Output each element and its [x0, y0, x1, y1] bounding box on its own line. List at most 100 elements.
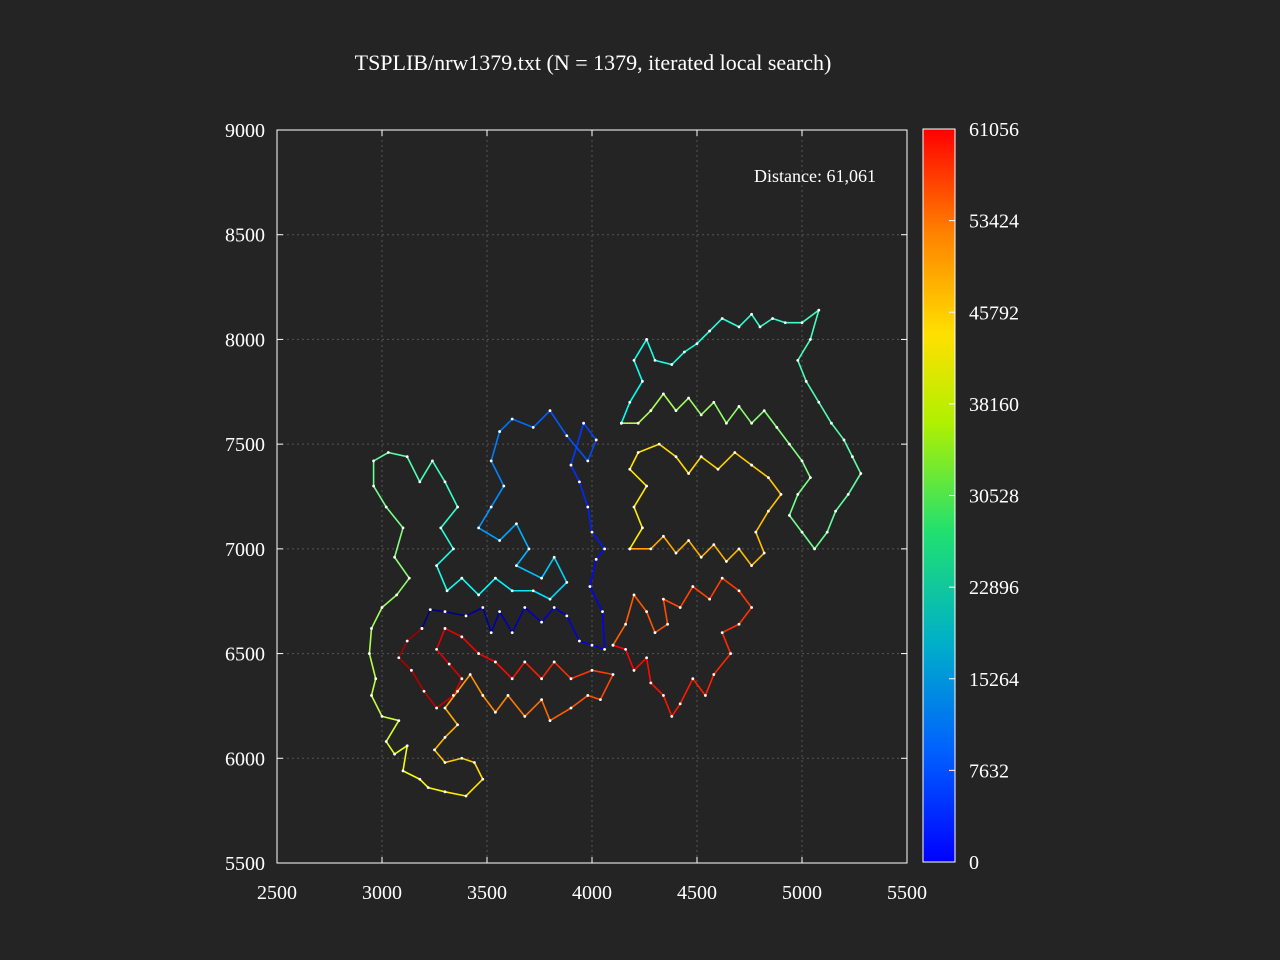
city-node	[678, 702, 682, 706]
tour-edge	[801, 531, 816, 550]
city-node	[699, 413, 703, 417]
city-node	[762, 551, 766, 555]
city-node	[632, 593, 636, 597]
tour-edge	[755, 531, 765, 554]
city-node	[653, 358, 657, 362]
tour-edge	[570, 464, 581, 483]
city-node	[628, 547, 632, 551]
tour-edge	[435, 628, 446, 650]
tour-edge	[788, 494, 799, 516]
city-node	[636, 421, 640, 425]
x-tick-label: 2500	[257, 882, 297, 904]
city-node	[846, 493, 850, 496]
city-node	[699, 555, 703, 559]
city-node	[851, 455, 854, 459]
city-node	[405, 744, 409, 748]
tour-edge	[797, 339, 812, 361]
tour-edge	[440, 506, 459, 529]
city-node	[481, 777, 485, 781]
tour-edge	[446, 577, 463, 592]
tour-edge	[650, 535, 664, 550]
city-node	[712, 543, 716, 547]
city-node	[510, 677, 514, 681]
tour-edge	[662, 535, 677, 554]
tour-edge	[687, 397, 702, 416]
tour-edge	[772, 317, 786, 324]
tour-edge	[515, 548, 530, 567]
tour-edge	[511, 661, 526, 680]
city-node	[368, 652, 371, 655]
city-node	[720, 317, 724, 320]
tour-edge	[385, 720, 400, 742]
tour-edge	[591, 644, 605, 651]
city-node	[523, 606, 527, 609]
tour-edge	[738, 313, 753, 328]
tour-edge	[662, 695, 673, 717]
city-node	[477, 526, 480, 530]
city-node	[460, 635, 464, 639]
tour-edge	[478, 652, 496, 663]
tour-edge	[700, 456, 719, 470]
tour-edge	[587, 506, 593, 533]
tour-edge	[721, 317, 740, 328]
tour-edge	[578, 481, 589, 508]
city-node	[624, 622, 627, 626]
city-node	[510, 589, 514, 593]
city-node	[569, 706, 573, 710]
city-node	[443, 761, 447, 764]
city-node	[540, 576, 543, 580]
tour-edge	[368, 628, 373, 654]
tour-edge	[448, 663, 463, 680]
tour-edge	[645, 339, 656, 361]
tour-edge	[381, 715, 399, 722]
city-node	[657, 442, 661, 446]
city-node	[498, 539, 501, 542]
city-node	[750, 421, 753, 425]
tour-edge	[582, 422, 597, 441]
city-node	[588, 585, 592, 588]
city-node	[800, 459, 804, 463]
city-node	[750, 564, 753, 568]
tour-edge	[738, 607, 753, 625]
tour-edge	[490, 611, 501, 633]
tour-edge	[713, 401, 728, 424]
city-node	[384, 505, 388, 509]
tour-edge	[751, 552, 765, 567]
city-node	[645, 656, 648, 660]
tour-edge	[675, 539, 690, 554]
city-node	[767, 476, 770, 480]
city-node	[477, 593, 480, 597]
tour-edge	[428, 786, 446, 793]
tour-edge	[478, 527, 501, 542]
tour-edge	[834, 493, 849, 512]
city-node	[737, 622, 741, 626]
city-node	[531, 425, 535, 429]
tour-edge	[444, 724, 459, 738]
y-tick-label: 8500	[225, 225, 265, 247]
city-node	[628, 467, 632, 471]
tour-edge	[675, 456, 690, 474]
city-node	[817, 400, 821, 404]
city-node	[494, 576, 497, 580]
city-node	[859, 472, 863, 475]
tour-edge	[452, 678, 463, 696]
city-node	[762, 409, 766, 413]
tour-edge	[767, 493, 782, 512]
tour-edge	[423, 690, 438, 709]
tour-edge	[624, 649, 635, 671]
city-node	[750, 463, 753, 467]
tour-edge	[465, 778, 484, 797]
city-node	[489, 631, 493, 635]
tour-edge	[654, 359, 672, 366]
tour-edge	[645, 611, 656, 633]
tour-edge	[421, 609, 432, 629]
tour-edge	[662, 393, 677, 412]
grid-lines	[277, 130, 907, 863]
tour-edge	[654, 623, 669, 634]
x-axis: 2500 3000 3500 4000 4500 5000 5500	[257, 130, 927, 904]
tour-edge	[393, 556, 410, 579]
city-node	[443, 790, 447, 794]
colorbar: 0 7632 15264 22896 30528 38160 45792 53424 61056	[922, 119, 1019, 874]
city-node	[407, 576, 411, 580]
tour-edge	[704, 674, 715, 696]
